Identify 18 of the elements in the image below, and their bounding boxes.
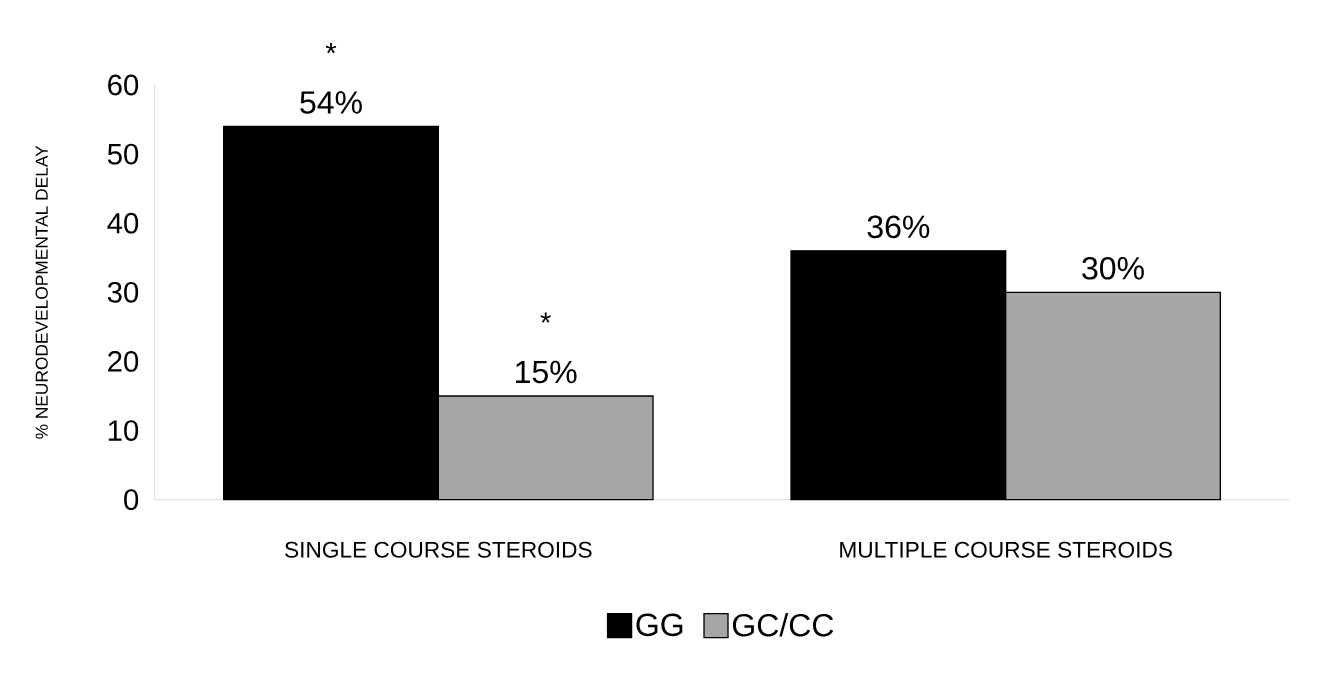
y-tick-label: 40 xyxy=(107,212,139,234)
y-tick-label: 10 xyxy=(108,420,139,441)
annotation: * xyxy=(540,312,551,323)
legend-label: GG xyxy=(636,613,683,637)
y-tick-label: 60 xyxy=(108,74,139,96)
y-tick-label: 0 xyxy=(124,489,139,511)
text: * xyxy=(325,42,337,54)
legend-label: GC/CC xyxy=(732,613,834,637)
x-tick-label: MULTIPLE COURSE STEROIDS xyxy=(840,541,1172,558)
data-label: 36% xyxy=(867,215,930,239)
x-tick-label: SINGLE COURSE STEROIDS xyxy=(285,541,592,558)
y-tick-label: 50 xyxy=(107,143,139,165)
data-label: 30% xyxy=(1082,256,1144,280)
y-tick-label: 20 xyxy=(108,351,139,372)
y-axis-title: % NEURODEVELOPMENTAL DELAY xyxy=(35,145,48,439)
data-label: 54% xyxy=(300,91,362,114)
y-tick-label: 30 xyxy=(107,281,139,303)
data-label: 15% xyxy=(516,360,577,384)
